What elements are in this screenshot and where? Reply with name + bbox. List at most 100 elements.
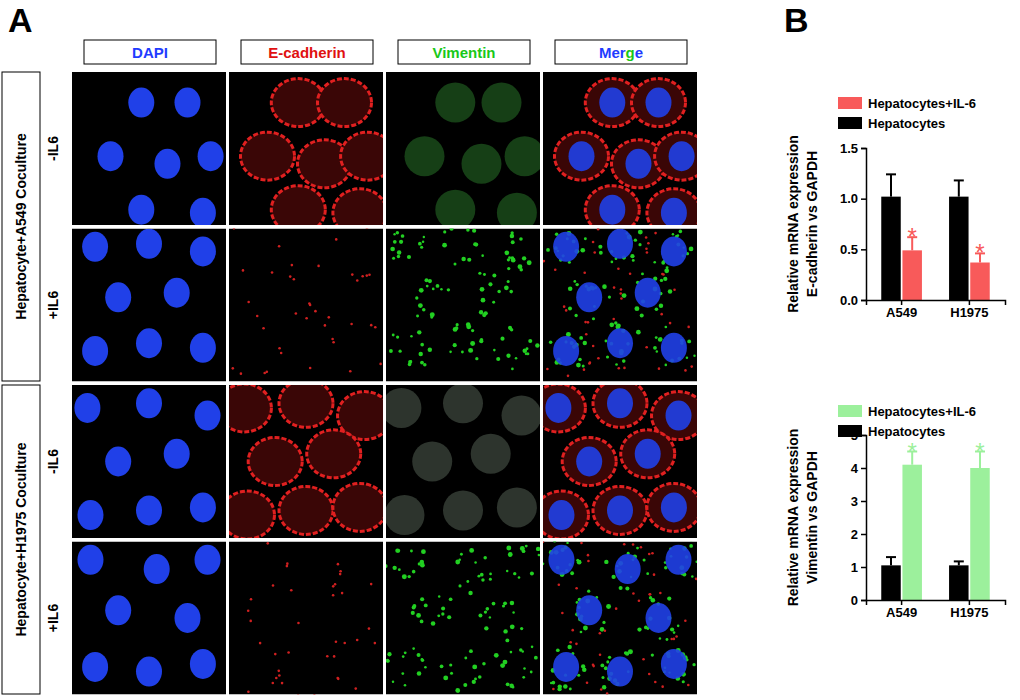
ecadherin-dot xyxy=(326,655,329,658)
ecadherin-dot xyxy=(599,632,602,635)
vimentin-speckle xyxy=(458,584,461,587)
legend-swatch xyxy=(838,425,862,437)
vimentin-speckle xyxy=(481,578,484,581)
ecadherin-dot xyxy=(274,653,277,656)
nucleus xyxy=(164,278,190,308)
vimentin-speckle xyxy=(443,230,446,233)
vimentin-speckle xyxy=(553,542,556,543)
group-box xyxy=(2,72,40,381)
vimentin-speckle xyxy=(576,559,579,562)
ecadherin-dot xyxy=(662,273,665,276)
micrograph xyxy=(229,542,383,695)
nucleus xyxy=(190,198,216,225)
vimentin-speckle xyxy=(653,261,656,264)
ecadherin-dot xyxy=(687,684,690,687)
vimentin-speckle xyxy=(449,229,453,231)
vimentin-speckle xyxy=(386,564,388,568)
ecadherin-dot xyxy=(561,612,564,615)
y-tick-mark xyxy=(861,600,866,602)
nucleus xyxy=(77,545,103,575)
vimentin-speckle xyxy=(398,568,401,571)
vimentin-speckle xyxy=(461,351,464,354)
nucleus xyxy=(553,652,579,682)
vimentin-speckle xyxy=(503,629,507,633)
vimentin-speckle xyxy=(478,272,481,275)
vimentin-speckle xyxy=(466,322,471,327)
vimentin-speckle xyxy=(398,350,401,353)
nucleus xyxy=(136,495,162,525)
nucleus xyxy=(164,439,190,469)
vimentin-speckle xyxy=(614,321,617,324)
y-tick: 1 xyxy=(851,560,866,575)
vimentin-speckle xyxy=(387,652,391,656)
vimentin-speckle xyxy=(421,658,424,661)
nucleus xyxy=(666,401,692,431)
column-header-box xyxy=(84,40,216,64)
y-axis-title: Vimentin vs GAPDH xyxy=(804,451,820,584)
vimentin-speckle xyxy=(470,341,475,346)
vimentin-speckle xyxy=(511,368,514,371)
vimentin-diffuse xyxy=(497,487,537,527)
ecadherin-dot xyxy=(293,278,296,281)
vimentin-speckle xyxy=(492,301,495,304)
micrograph-background xyxy=(72,542,226,695)
nucleus xyxy=(98,141,124,171)
bar xyxy=(881,197,900,300)
ecadherin-dot xyxy=(604,629,607,632)
vimentin-speckle xyxy=(506,354,510,358)
vimentin-speckle xyxy=(430,315,433,318)
vimentin-speckle xyxy=(477,575,480,578)
vimentin-speckle xyxy=(449,663,452,666)
vimentin-speckle xyxy=(479,310,483,314)
ecadherin-dot xyxy=(589,361,592,364)
vimentin-speckle xyxy=(687,339,691,343)
ecadherin-dot xyxy=(272,584,275,587)
vimentin-speckle xyxy=(568,307,572,311)
significance-mark: * xyxy=(975,239,984,266)
vimentin-speckle xyxy=(660,279,663,282)
ecadherin-dot xyxy=(695,578,697,581)
vimentin-speckle xyxy=(472,664,477,669)
column-header-box xyxy=(398,40,530,64)
figure: ADAPIE-cadherinVimentinMergeHepatocyte+A… xyxy=(0,0,1020,700)
ecadherin-dot xyxy=(565,309,568,312)
vimentin-diffuse xyxy=(386,495,424,535)
vimentin-speckle xyxy=(420,597,424,601)
nucleus xyxy=(77,500,103,530)
micrograph xyxy=(72,542,226,695)
vimentin-speckle xyxy=(497,290,500,293)
ecadherin-dot xyxy=(571,629,574,632)
ecadherin-dot xyxy=(290,589,293,592)
ecadherin-dot xyxy=(593,251,596,254)
vimentin-speckle xyxy=(471,329,474,332)
vimentin-speckle xyxy=(507,280,510,283)
ecadherin-dot xyxy=(271,271,274,274)
bar xyxy=(949,197,968,300)
vimentin-speckle xyxy=(417,671,422,676)
vimentin-speckle xyxy=(496,357,500,361)
vimentin-diffuse xyxy=(435,83,475,123)
bar xyxy=(949,565,968,600)
vimentin-speckle xyxy=(509,684,514,689)
vimentin-speckle xyxy=(412,570,416,574)
vimentin-speckle xyxy=(566,542,568,544)
vimentin-speckle xyxy=(505,638,509,642)
vimentin-speckle xyxy=(508,256,511,259)
vimentin-speckle xyxy=(549,341,552,344)
vimentin-speckle xyxy=(420,361,424,365)
significance-mark: * xyxy=(908,438,917,465)
vimentin-speckle xyxy=(575,283,578,286)
vimentin-speckle xyxy=(500,337,504,341)
micrograph-background xyxy=(543,229,697,382)
ecadherin-membrane xyxy=(341,132,383,180)
ecadherin-dot xyxy=(240,372,243,375)
y-tick-label: 1.0 xyxy=(840,191,858,206)
vimentin-speckle xyxy=(606,604,611,609)
significance-mark: * xyxy=(975,438,984,465)
legend: Hepatocytes+IL-6Hepatocytes xyxy=(838,96,976,131)
nucleus xyxy=(128,88,154,118)
ecadherin-dot xyxy=(305,317,308,320)
vimentin-speckle xyxy=(453,343,457,347)
y-tick: 1.5 xyxy=(840,141,866,156)
column-header: Merge xyxy=(599,44,643,61)
